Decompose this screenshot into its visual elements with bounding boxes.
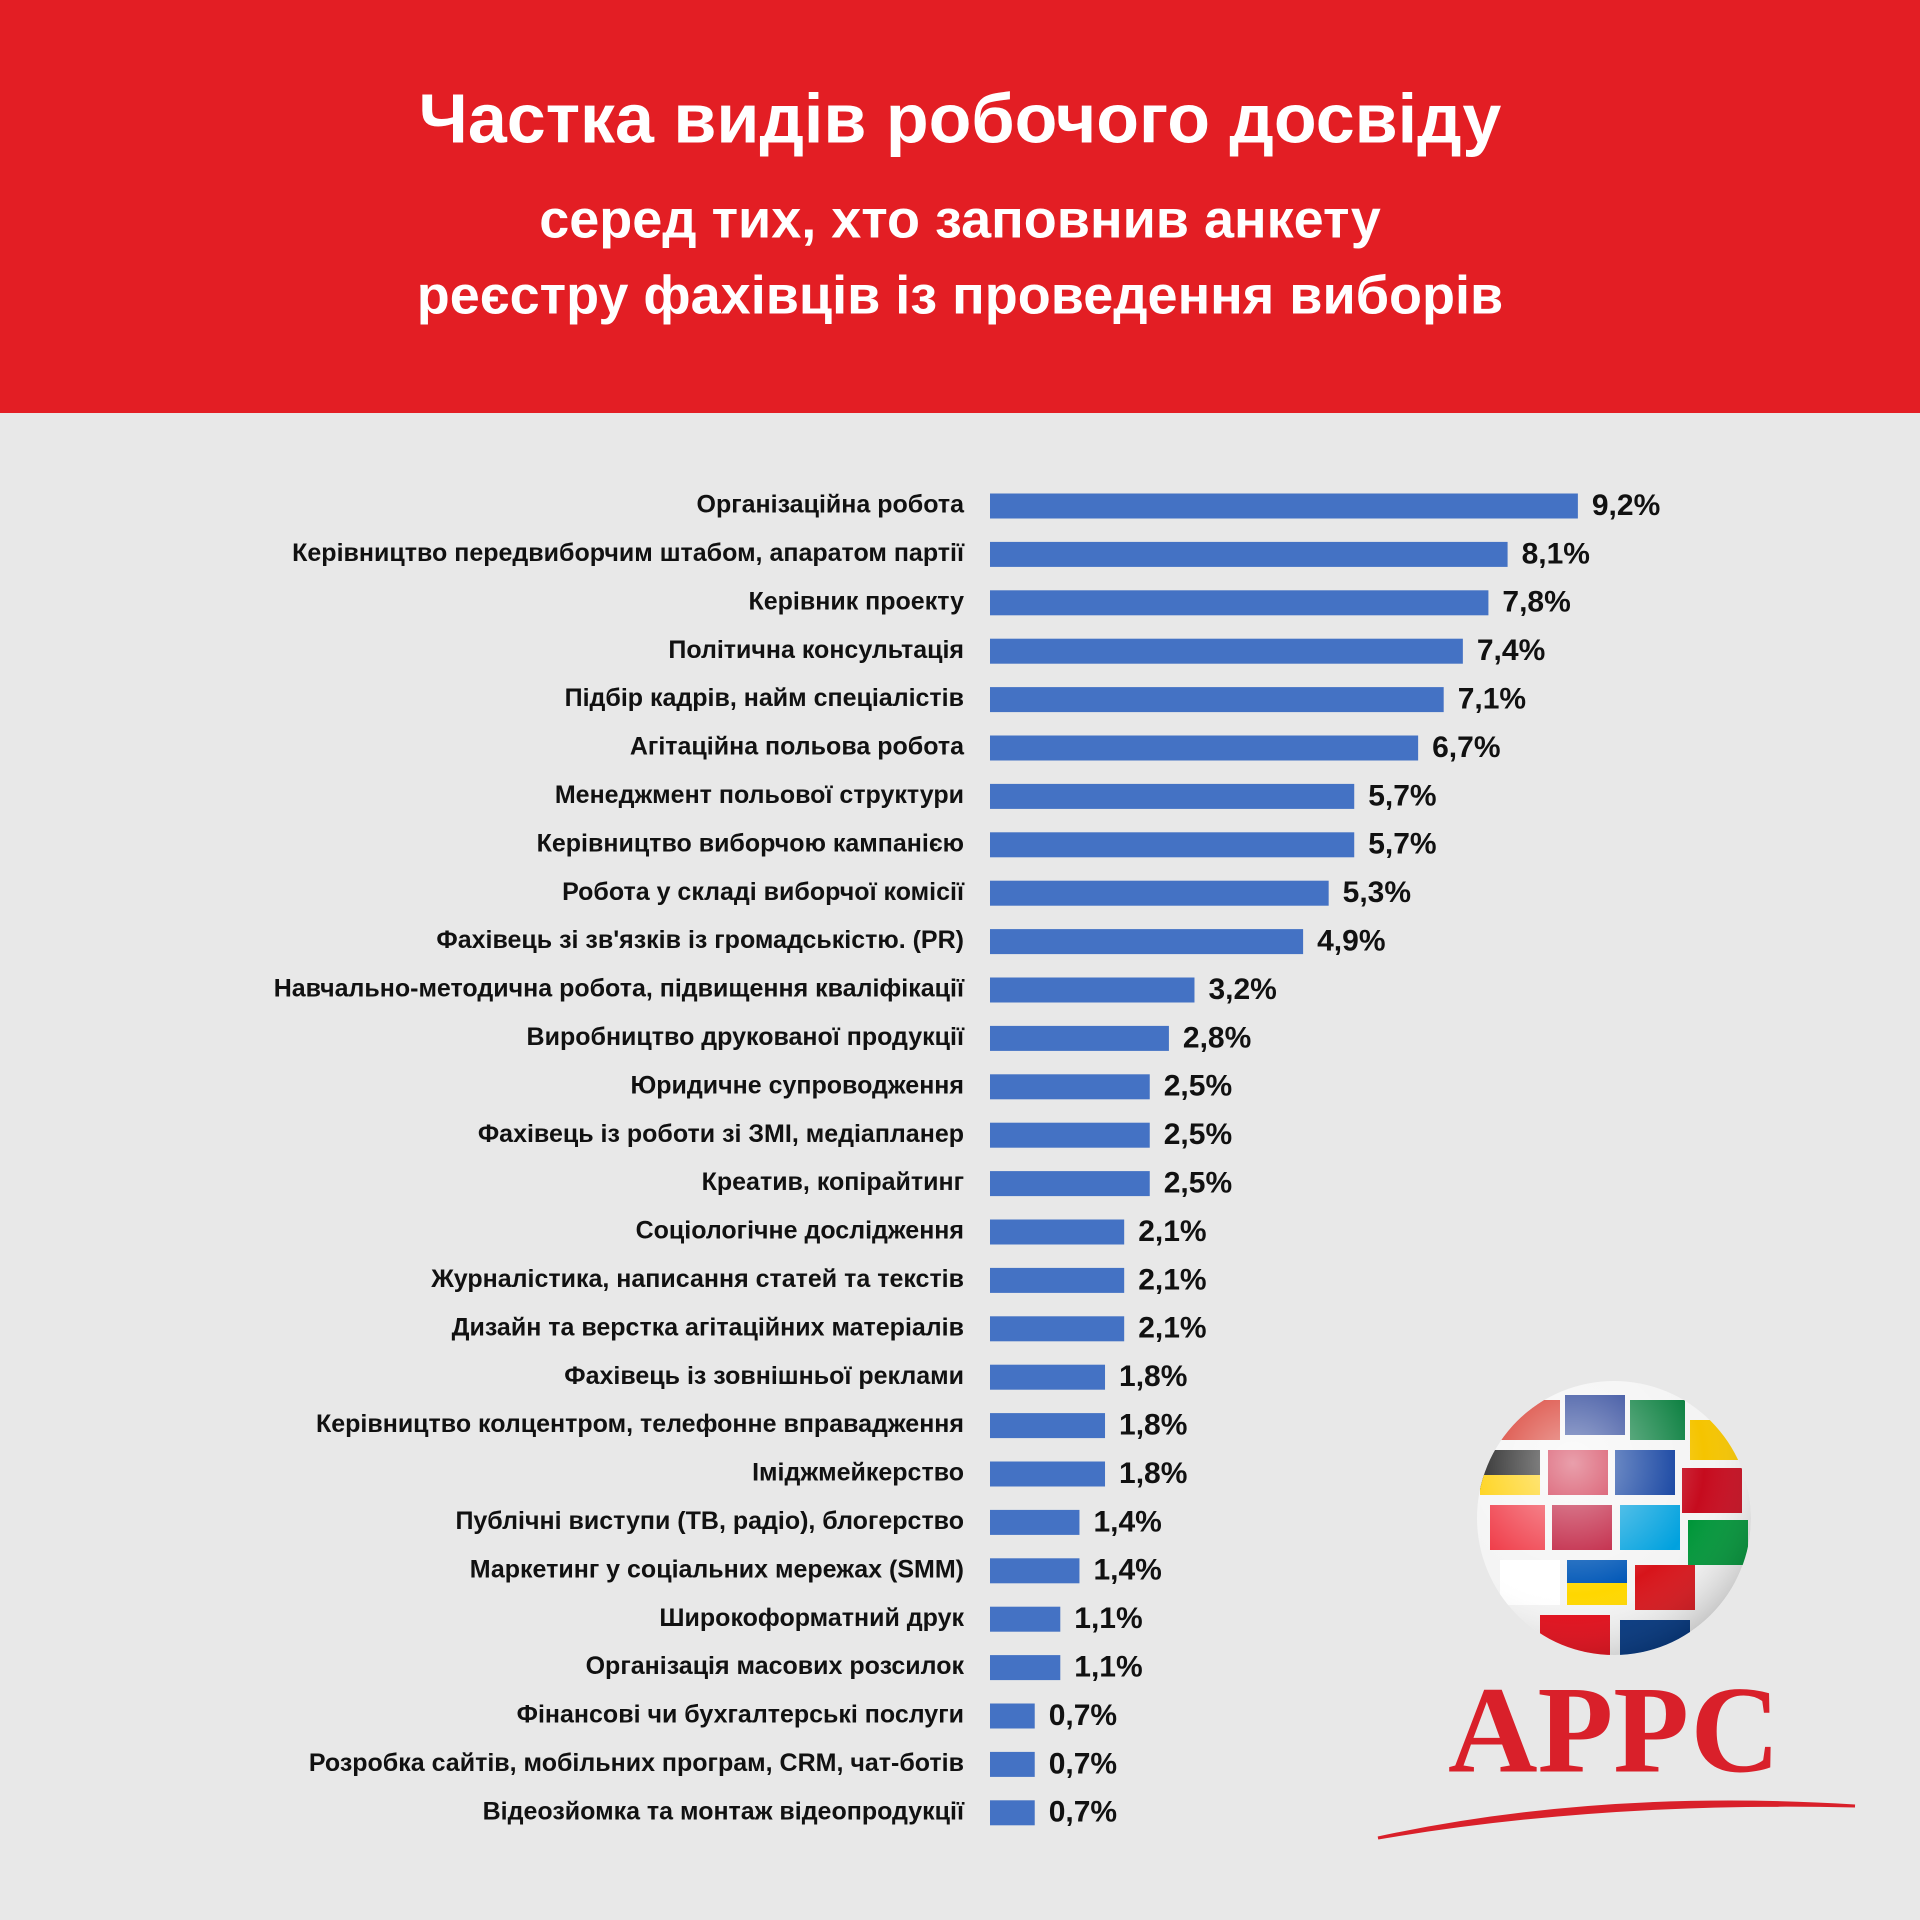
category-label: Фахівець із роботи зі ЗМІ, медіапланер [478,1120,964,1148]
chart-subtitle: серед тих, хто заповнив анкету [539,189,1381,249]
category-label: Креатив, копірайтинг [702,1168,964,1196]
category-label: Робота у складі виборчої комісії [562,878,965,906]
bar [990,1171,1150,1197]
category-label: Виробництво друкованої продукції [527,1023,965,1051]
category-label: Керівництво колцентром, телефонне вправа… [316,1410,964,1438]
bar [990,1800,1035,1826]
value-label: 1,1% [1074,1602,1142,1635]
value-label: 7,4% [1477,634,1545,667]
category-label: Менеджмент польової структури [555,781,964,809]
category-label: Навчально-методична робота, підвищення к… [274,975,965,1003]
bar [990,1122,1150,1148]
bar [990,977,1195,1003]
value-label: 2,5% [1164,1118,1232,1151]
globe [1477,1381,1751,1655]
bar [990,783,1355,809]
value-label: 0,7% [1049,1747,1117,1780]
value-label: 3,2% [1208,973,1276,1006]
bar [990,1364,1106,1390]
bar [990,1413,1106,1439]
value-label: 0,7% [1049,1796,1117,1829]
category-label: Фінансові чи бухгалтерські послуги [517,1701,964,1729]
value-label: 2,8% [1183,1021,1251,1054]
bar [990,832,1355,858]
category-label: Юридичне супроводження [630,1071,964,1099]
category-label: Дизайн та верстка агітаційних матеріалів [452,1313,964,1341]
bar [990,541,1508,567]
bar [990,687,1444,713]
bar [990,1316,1125,1342]
value-label: 9,2% [1592,489,1660,522]
category-label: Керівництво передвиборчим штабом, апарат… [292,539,965,567]
value-label: 1,8% [1119,1457,1187,1490]
bar [990,1655,1061,1681]
bar [990,1509,1080,1535]
bar [990,493,1578,519]
value-label: 5,7% [1368,779,1436,812]
category-label: Відеозйомка та монтаж відеопродукції [483,1797,965,1825]
value-label: 1,8% [1119,1360,1187,1393]
category-label: Підбір кадрів, найм спеціалістів [565,684,964,712]
category-label: Публічні виступи (ТВ, радіо), блогерство [455,1507,964,1535]
value-label: 5,7% [1368,828,1436,861]
value-label: 7,8% [1502,586,1570,619]
value-label: 1,4% [1093,1554,1161,1587]
bar [990,638,1463,664]
category-label: Керівництво виборчою кампанією [537,829,964,857]
chart-title: Частка видів робочого досвіду [419,79,1502,157]
category-label: Фахівець із зовнішньої реклами [564,1362,964,1390]
bar [990,1558,1080,1584]
category-label: Розробка сайтів, мобільних програм, CRM,… [309,1749,964,1777]
value-label: 4,9% [1317,925,1385,958]
category-label: Соціологічне дослідження [636,1217,964,1245]
value-label: 2,1% [1138,1263,1206,1296]
category-label: Організація масових розсилок [586,1652,965,1680]
bar [990,590,1489,616]
bar [990,1606,1061,1632]
bar [990,1461,1106,1487]
value-label: 7,1% [1458,683,1526,716]
chart-subtitle: реєстру фахівців із проведення виборів [417,265,1503,325]
value-label: 2,1% [1138,1312,1206,1345]
category-label: Політична консультація [668,636,964,664]
value-label: 1,4% [1093,1505,1161,1538]
bar [990,1267,1125,1293]
category-label: Іміджмейкерство [752,1459,964,1487]
bar [990,735,1419,761]
value-label: 5,3% [1343,876,1411,909]
value-label: 2,5% [1164,1070,1232,1103]
logo-text: АРРС [1448,1661,1780,1798]
category-label: Організаційна робота [697,491,966,519]
value-label: 0,7% [1049,1699,1117,1732]
bar [990,1751,1035,1777]
category-label: Широкоформатний друк [659,1604,964,1632]
category-label: Керівник проекту [748,587,964,615]
bar [990,1025,1169,1051]
value-label: 2,1% [1138,1215,1206,1248]
value-label: 8,1% [1522,537,1590,570]
category-label: Фахівець зі зв'язків із громадськістю. (… [436,926,964,954]
logo-swoosh [1377,1800,1856,1840]
bar [990,1074,1150,1100]
value-label: 2,5% [1164,1167,1232,1200]
value-label: 1,1% [1074,1651,1142,1684]
category-label: Агітаційна польова робота [630,733,965,761]
bar [990,929,1304,955]
bar [990,880,1329,906]
bar [990,1703,1035,1729]
category-label: Журналістика, написання статей та тексті… [430,1265,964,1293]
value-label: 1,8% [1119,1409,1187,1442]
category-label: Маркетинг у соціальних мережах (SMM) [470,1555,964,1583]
logo: АРРС [1377,1381,1856,1840]
bar [990,1219,1125,1245]
header [0,0,1920,413]
value-label: 6,7% [1432,731,1500,764]
